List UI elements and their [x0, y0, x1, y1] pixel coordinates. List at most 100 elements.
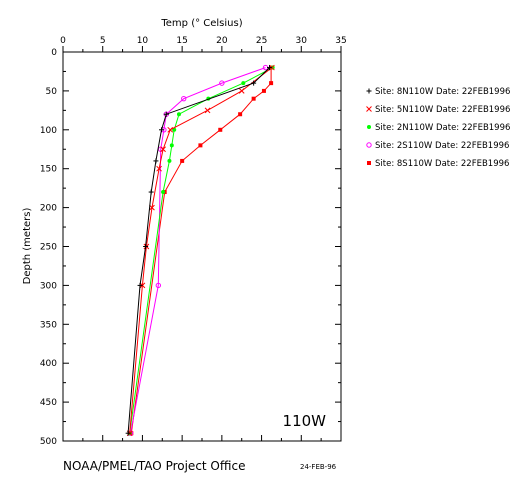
date-label: 24-FEB-96 [300, 463, 337, 471]
marker-shape [176, 112, 181, 117]
data-point [160, 146, 166, 153]
data-point [163, 111, 169, 117]
marker-stroke [167, 126, 174, 133]
marker-shape [270, 65, 275, 70]
data-point [251, 80, 257, 86]
marker-stroke [160, 146, 166, 153]
plot-frame [62, 51, 342, 442]
marker-shape [181, 95, 187, 102]
data-point [238, 88, 245, 94]
y-tick-label: 500 [40, 437, 57, 447]
y-tick-label: 350 [40, 320, 57, 330]
series-4 [129, 65, 274, 436]
marker-shape [238, 112, 243, 117]
legend-item: Site: 5N110W Date: 22FEB1996 [366, 105, 510, 115]
legend: Site: 8N110W Date: 22FEB1996 Site: 5N110W… [366, 87, 510, 169]
data-point [270, 65, 275, 70]
data-point [176, 112, 181, 117]
x-tick-label: 25 [256, 36, 267, 46]
series-line [130, 67, 272, 434]
data-point [180, 158, 185, 163]
y-tick-label: 300 [40, 281, 57, 291]
series-line [130, 67, 266, 434]
marker-stroke [238, 88, 245, 94]
series-line [127, 67, 270, 434]
data-point [153, 158, 159, 164]
data-point [198, 143, 203, 148]
legend-label: Site: 5N110W Date: 22FEB1996 [375, 105, 510, 115]
data-point [251, 96, 256, 101]
series-line [129, 67, 273, 434]
marker-shape [367, 161, 371, 165]
x-axis-title: Temp (° Celsius) [160, 18, 242, 29]
y-tick-label: 200 [40, 204, 57, 214]
data-point [269, 81, 274, 86]
marker-shape [169, 143, 174, 148]
marker-shape [161, 190, 166, 195]
legend-marker [367, 161, 371, 165]
x-tick-label: 15 [176, 36, 187, 46]
y-tick-label: 100 [40, 126, 57, 136]
marker-stroke [204, 107, 211, 114]
data-point [204, 107, 211, 114]
x-tick-label: 5 [100, 36, 106, 46]
legend-item: Site: 2S110W Date: 22FEB1996 [366, 141, 509, 151]
data-series [125, 64, 275, 437]
series-1 [126, 64, 275, 437]
legend-item: Site: 8S110W Date: 22FEB1996 [367, 159, 509, 169]
data-point [156, 165, 162, 172]
data-point [143, 244, 149, 249]
marker-shape [251, 96, 256, 101]
legend-marker [366, 106, 372, 112]
data-point [167, 158, 172, 163]
data-point [161, 190, 166, 195]
organization-label: NOAA/PMEL/TAO Project Office [63, 459, 245, 473]
marker-shape [269, 81, 274, 86]
marker-stroke [366, 106, 372, 112]
x-tick-label: 20 [216, 36, 228, 46]
y-tick-label: 250 [40, 243, 57, 253]
marker-shape [172, 127, 177, 132]
y-axis-title: Depth (meters) [22, 208, 33, 285]
legend-item: Site: 2N110W Date: 22FEB1996 [367, 123, 510, 133]
legend-label: Site: 2N110W Date: 22FEB1996 [375, 123, 510, 133]
data-point [155, 282, 162, 289]
legend-marker [367, 125, 371, 129]
legend-label: Site: 8S110W Date: 22FEB1996 [375, 159, 509, 169]
marker-shape [198, 143, 203, 148]
data-point [158, 127, 164, 133]
marker-shape [167, 158, 172, 163]
data-point [148, 189, 154, 195]
data-point [167, 126, 174, 133]
x-tick-label: 35 [335, 36, 346, 46]
y-tick-label: 450 [40, 398, 57, 408]
legend-marker [366, 88, 372, 94]
data-point [169, 143, 174, 148]
series-line [129, 67, 273, 434]
region-annotation: 110W [283, 412, 327, 430]
x-tick-label: 10 [137, 36, 149, 46]
marker-shape [366, 142, 372, 148]
y-tick-label: 50 [46, 87, 58, 97]
data-point [181, 95, 187, 102]
marker-shape [218, 127, 223, 132]
legend-label: Site: 8N110W Date: 22FEB1996 [375, 87, 510, 97]
data-point [261, 88, 266, 93]
marker-shape [155, 282, 162, 289]
data-point [267, 65, 273, 71]
data-point [241, 81, 246, 86]
marker-shape [261, 88, 266, 93]
data-point [125, 430, 131, 436]
data-point [219, 80, 225, 86]
marker-shape [219, 80, 225, 86]
marker-shape [241, 81, 246, 86]
y-tick-label: 0 [51, 48, 57, 58]
data-point [238, 112, 243, 117]
series-0 [125, 65, 273, 436]
x-tick-label: 0 [60, 36, 66, 46]
data-point [172, 127, 177, 132]
x-tick-label: 30 [296, 36, 308, 46]
marker-shape [367, 125, 371, 129]
legend-marker [366, 142, 372, 148]
